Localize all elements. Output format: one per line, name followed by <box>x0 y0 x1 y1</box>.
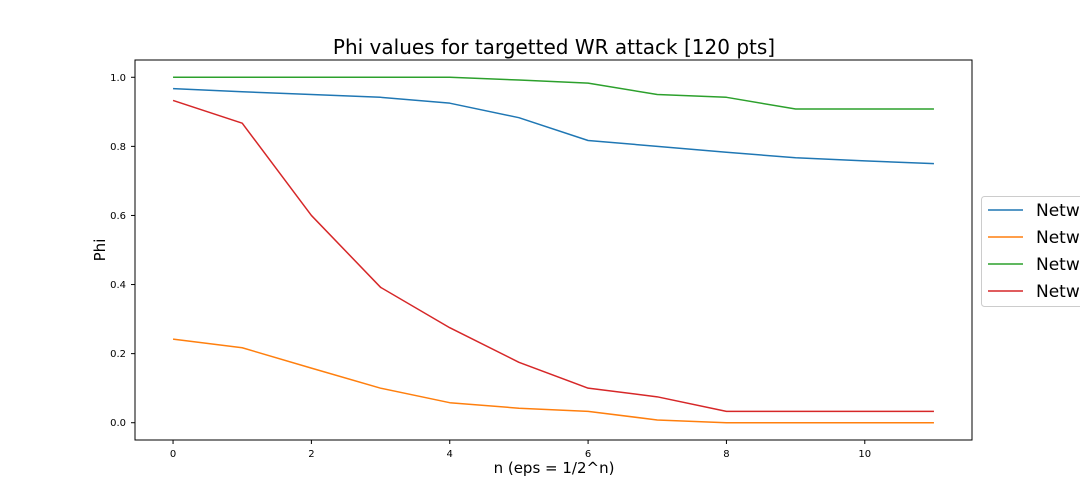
legend-label-4: Netw <box>1036 282 1080 302</box>
y-tick-label: 0.0 <box>110 418 126 429</box>
x-tick-label: 2 <box>308 449 314 460</box>
x-tick-label: 0 <box>170 449 176 460</box>
x-tick-label: 10 <box>858 449 871 460</box>
y-tick-label: 0.2 <box>110 349 126 360</box>
series-line-3 <box>173 76 934 110</box>
series-lines <box>172 76 934 424</box>
x-tick-label: 6 <box>585 449 591 460</box>
x-tick-label: 8 <box>723 449 729 460</box>
legend-box <box>981 196 1080 307</box>
x-axis-title: n (eps = 1/2^n) <box>494 459 615 477</box>
x-axis: 0 2 4 6 8 10 <box>170 440 871 460</box>
y-tick-label: 0.8 <box>110 142 126 153</box>
legend-label-3: Netw <box>1036 255 1080 275</box>
series-line-2 <box>172 338 934 424</box>
chart-title: Phi values for targetted WR attack [120 … <box>333 35 775 59</box>
y-axis: 0.0 0.2 0.4 0.6 0.8 1.0 <box>110 73 135 429</box>
legend-label-1: Netw <box>1036 201 1080 221</box>
y-tick-label: 0.4 <box>110 280 126 291</box>
legend: Netw Netw Netw Netw <box>981 196 1080 307</box>
series-line-1 <box>173 87 934 165</box>
y-axis-title: Phi <box>91 239 109 262</box>
x-tick-label: 4 <box>447 449 453 460</box>
legend-label-2: Netw <box>1036 228 1080 248</box>
y-tick-label: 0.6 <box>110 211 126 222</box>
y-tick-label: 1.0 <box>110 73 126 84</box>
plot-area <box>134 59 973 441</box>
series-line-4 <box>172 99 934 413</box>
